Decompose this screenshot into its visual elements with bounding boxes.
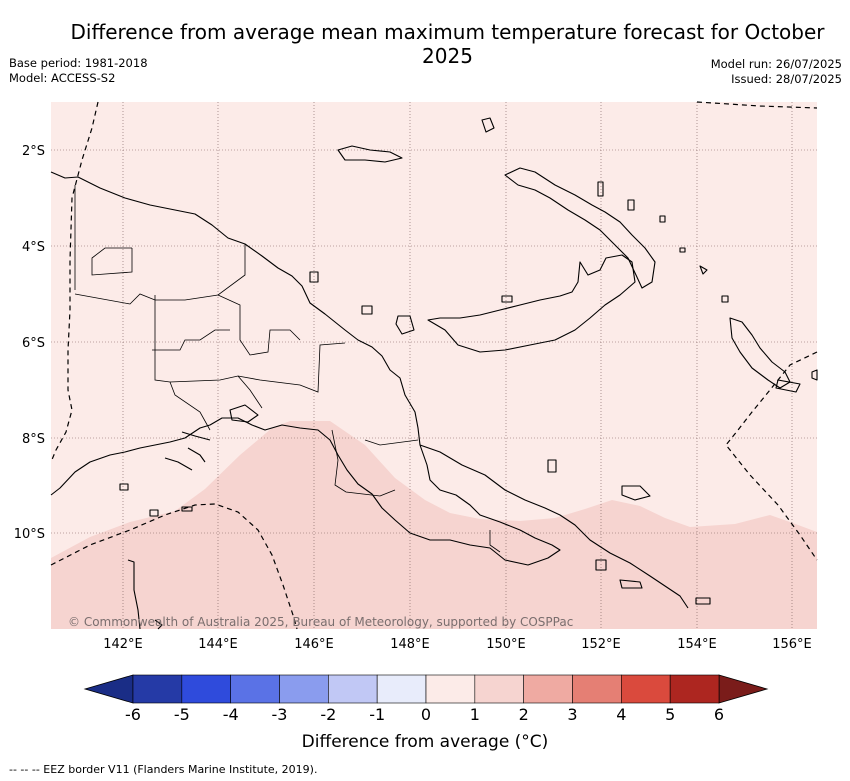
lon-label: 152°E	[581, 637, 621, 652]
lat-label: 4°S	[22, 240, 45, 255]
model-run: Model run: 26/07/2025	[710, 57, 842, 71]
colorbar-tick-label: 5	[665, 705, 675, 724]
torres-islands	[119, 483, 193, 517]
colorbar-segment	[376, 674, 427, 704]
lat-label: 10°S	[14, 527, 45, 542]
lon-label: 150°E	[486, 637, 526, 652]
eez-legend-note: -- -- -- EEZ border V11 (Flanders Marine…	[9, 763, 318, 776]
lat-axis: 2°S 4°S 6°S 8°S 10°S	[14, 144, 45, 542]
colorbar-tick-label: 1	[470, 705, 480, 724]
province-borders	[74, 185, 501, 553]
lon-label: 142°E	[103, 637, 143, 652]
lon-label: 146°E	[294, 637, 334, 652]
eez-borders	[50, 101, 818, 630]
lat-label: 6°S	[22, 336, 45, 351]
lon-label: 156°E	[772, 637, 812, 652]
colorbar-over-triangle	[718, 674, 769, 704]
meta-left: Base period: 1981-2018 Model: ACCESS-S2	[9, 56, 148, 86]
colorbar-tick-label: -6	[125, 705, 141, 724]
colorbar-ticks: -6 -5 -4 -3 -2 -1 0 1 2 3 4 5 6	[125, 705, 724, 724]
colorbar-tick-label: -4	[223, 705, 239, 724]
colorbar-segment	[132, 674, 183, 704]
lat-label: 2°S	[22, 144, 45, 159]
islands-north	[481, 117, 729, 303]
new-ireland-coast	[504, 167, 656, 289]
colorbar-segment	[523, 674, 573, 704]
manus-coast	[337, 145, 403, 163]
lon-label: 154°E	[677, 637, 717, 652]
issued-date: Issued: 28/07/2025	[731, 72, 842, 86]
colorbar-segment	[328, 674, 378, 704]
lat-label: 8°S	[22, 432, 45, 447]
meta-right: Model run: 26/07/2025 Issued: 28/07/2025	[711, 57, 842, 87]
colorbar-segment	[621, 674, 671, 704]
coastlines	[50, 117, 818, 630]
anomaly-region-1-2	[51, 421, 817, 629]
colorbar-tick-label: -2	[320, 705, 336, 724]
colorbar-tick-label: 6	[714, 705, 724, 724]
colorbar-under-triangle	[83, 674, 134, 704]
new-britain-coast	[427, 254, 636, 353]
colorbar-segment	[279, 674, 329, 704]
colorbar-segment	[474, 674, 524, 704]
colorbar-segment	[572, 674, 622, 704]
colorbar-segment	[181, 674, 231, 704]
lon-axis: 142°E 144°E 146°E 148°E 150°E 152°E 154°…	[103, 637, 812, 652]
chart-title: Difference from average mean maximum tem…	[70, 20, 825, 68]
colorbar-segment	[425, 674, 476, 704]
islands-south	[547, 459, 711, 605]
base-period: Base period: 1981-2018	[9, 56, 148, 70]
model-name: Model: ACCESS-S2	[9, 71, 116, 85]
colorbar-tick-label: -1	[369, 705, 385, 724]
cape-york-coast	[127, 559, 163, 630]
islands-east	[775, 369, 818, 393]
copyright-notice: © Commonwealth of Australia 2025, Bureau…	[68, 615, 573, 629]
islands-central	[309, 271, 513, 335]
colorbar-tick-label: 4	[616, 705, 626, 724]
colorbar: -6 -5 -4 -3 -2 -1 0 1 2 3 4 5 6	[83, 674, 769, 724]
peninsula-coast	[419, 444, 689, 609]
lon-label: 148°E	[390, 637, 430, 652]
colorbar-tick-label: 3	[567, 705, 577, 724]
fly-river-delta	[164, 404, 259, 471]
colorbar-tick-label: -3	[272, 705, 288, 724]
gridlines	[51, 102, 817, 629]
colorbar-tick-label: 0	[421, 705, 431, 724]
colorbar-title: Difference from average (°C)	[301, 732, 549, 752]
new-guinea-coast	[50, 171, 561, 566]
colorbar-segment	[230, 674, 280, 704]
colorbar-segments	[132, 674, 720, 704]
map-panel: © Commonwealth of Australia 2025, Bureau…	[50, 101, 818, 630]
colorbar-segment	[669, 674, 720, 704]
colorbar-tick-label: 2	[519, 705, 529, 724]
lon-label: 144°E	[198, 637, 238, 652]
colorbar-tick-label: -5	[174, 705, 190, 724]
